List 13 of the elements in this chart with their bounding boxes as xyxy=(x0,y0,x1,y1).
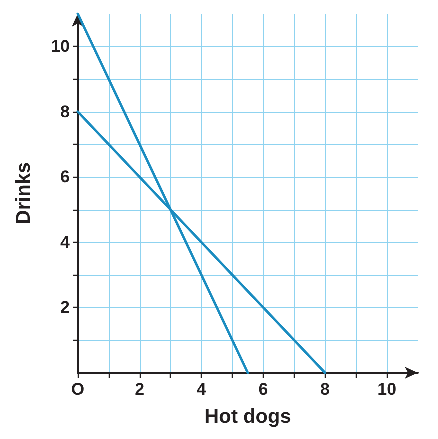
y-tick-label: 6 xyxy=(60,168,70,187)
x-axis-title: Hot dogs xyxy=(204,406,292,428)
x-tick-label: 2 xyxy=(135,380,145,399)
y-tick-label: 2 xyxy=(60,298,70,318)
y-tick-label: 4 xyxy=(60,232,71,252)
x-tick-label: 8 xyxy=(320,380,330,399)
x-tick-label: 4 xyxy=(196,380,207,399)
x-tick-label: 10 xyxy=(378,380,397,399)
y-axis-title: Drinks xyxy=(13,162,35,225)
y-tick-label: 8 xyxy=(60,102,70,122)
x-tick-label: O xyxy=(71,380,85,399)
x-tick-label: 6 xyxy=(258,380,268,399)
y-tick-label: 10 xyxy=(51,37,70,56)
